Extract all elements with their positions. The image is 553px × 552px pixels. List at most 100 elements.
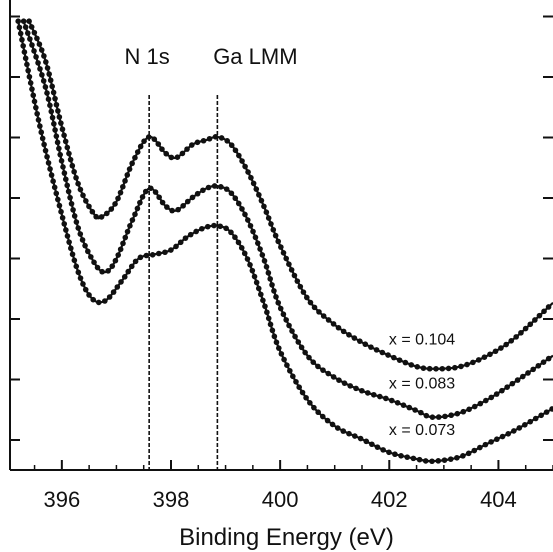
data-point — [61, 132, 67, 139]
data-point — [423, 412, 430, 419]
data-point — [351, 335, 358, 341]
data-point — [420, 365, 427, 371]
data-point — [336, 377, 342, 384]
data-point — [340, 428, 347, 434]
data-point — [73, 174, 79, 181]
data-point — [242, 211, 248, 218]
data-point — [280, 311, 287, 318]
data-point — [253, 186, 260, 192]
data-point — [89, 208, 96, 215]
data-point — [24, 30, 31, 36]
data-point — [374, 444, 381, 450]
data-point — [58, 158, 65, 164]
data-point — [445, 365, 452, 372]
data-point — [51, 121, 57, 127]
data-point — [42, 147, 49, 154]
data-point — [127, 223, 133, 229]
data-point — [62, 138, 69, 145]
data-point — [253, 279, 260, 286]
data-point — [36, 41, 43, 47]
data-point — [315, 409, 321, 416]
data-point — [460, 408, 467, 415]
data-point — [68, 245, 74, 252]
data-point — [112, 201, 118, 207]
data-point — [168, 154, 175, 161]
data-point — [347, 383, 354, 389]
data-point — [232, 234, 238, 241]
data-point — [435, 458, 442, 464]
data-point — [540, 359, 547, 365]
data-point — [109, 263, 116, 269]
data-point — [265, 270, 272, 276]
data-point — [88, 254, 94, 260]
data-point — [67, 194, 73, 201]
data-point — [66, 150, 72, 157]
data-point — [122, 234, 129, 241]
data-point — [82, 242, 88, 249]
data-point — [94, 264, 101, 271]
data-point — [110, 289, 117, 295]
data-point — [303, 294, 310, 301]
data-point — [47, 102, 53, 109]
data-point — [264, 309, 270, 316]
data-point — [159, 199, 166, 206]
data-point — [442, 413, 448, 420]
data-point — [303, 394, 309, 401]
data-point — [31, 48, 37, 54]
data-point — [25, 67, 31, 74]
data-point — [15, 18, 21, 25]
data-point — [52, 127, 58, 133]
series-group — [15, 18, 553, 465]
data-point — [448, 412, 454, 419]
data-point — [329, 421, 336, 428]
data-point — [57, 151, 63, 158]
data-point — [228, 190, 235, 197]
data-point — [34, 35, 40, 42]
data-point — [31, 98, 38, 105]
data-point — [217, 223, 224, 230]
data-point — [242, 163, 248, 170]
data-point — [504, 384, 510, 390]
data-point — [189, 142, 195, 148]
data-point — [182, 235, 189, 241]
data-point — [71, 257, 78, 264]
data-point — [297, 283, 304, 290]
data-point — [35, 60, 41, 66]
data-point — [255, 285, 262, 292]
data-point — [232, 195, 239, 202]
x-tick-label: 398 — [153, 487, 190, 512]
data-point — [69, 162, 76, 169]
data-point — [514, 377, 521, 383]
data-point — [247, 261, 253, 268]
data-point — [545, 304, 552, 310]
data-point — [46, 71, 52, 77]
data-point — [471, 403, 478, 410]
data-point — [330, 374, 337, 380]
data-point — [193, 228, 199, 235]
data-point — [334, 425, 341, 431]
data-point — [134, 149, 141, 155]
data-point — [42, 84, 49, 90]
data-point — [41, 141, 47, 148]
data-point — [522, 325, 529, 332]
data-point — [251, 273, 258, 280]
data-point — [258, 291, 264, 298]
data-point — [159, 146, 165, 152]
data-point — [115, 252, 122, 258]
data-point — [357, 338, 363, 344]
data-point — [239, 206, 245, 212]
series-1 — [20, 18, 553, 420]
data-point — [187, 231, 194, 238]
data-point — [454, 454, 460, 461]
data-point — [296, 384, 302, 390]
data-point — [270, 226, 277, 233]
data-point — [278, 244, 284, 250]
data-point — [53, 190, 60, 197]
data-point — [530, 366, 536, 373]
data-point — [252, 234, 259, 241]
data-point — [465, 450, 472, 457]
data-point — [464, 361, 470, 368]
data-point — [306, 354, 312, 361]
data-point — [58, 208, 64, 215]
